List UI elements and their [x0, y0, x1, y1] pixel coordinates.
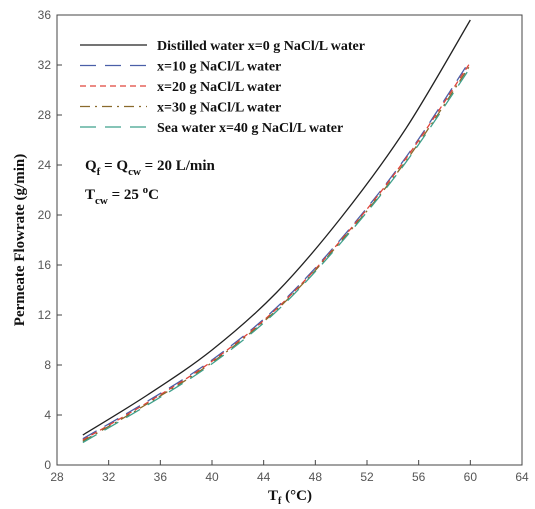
y-tick-label: 12 [38, 308, 52, 322]
x-tick-label: 36 [154, 470, 168, 484]
y-tick-label: 4 [44, 408, 51, 422]
x-tick-label: 64 [515, 470, 529, 484]
legend-label-4: Sea water x=40 g NaCl/L water [157, 121, 343, 136]
x-tick-label: 32 [102, 470, 116, 484]
series-line-4 [82, 67, 471, 444]
x-tick-label: 56 [412, 470, 426, 484]
series-layer [82, 19, 471, 444]
y-tick-label: 24 [38, 158, 52, 172]
y-tick-label: 8 [44, 358, 51, 372]
x-tick-label: 48 [309, 470, 323, 484]
y-tick-label: 20 [38, 208, 52, 222]
series-line-0 [82, 19, 471, 436]
x-tick-label: 60 [464, 470, 478, 484]
x-tick-label: 40 [205, 470, 219, 484]
series-line-1 [82, 59, 471, 440]
series-line-3 [82, 64, 471, 442]
y-tick-label: 32 [38, 58, 52, 72]
y-tick-label: 0 [44, 458, 51, 472]
x-tick-label: 44 [257, 470, 271, 484]
y-axis-ticks: 0 4 8 12 16 20 24 28 32 36 [38, 8, 62, 472]
legend-label-1: x=10 g NaCl/L water [157, 60, 281, 75]
y-tick-label: 28 [38, 108, 52, 122]
series-line-2 [82, 62, 471, 441]
legend-label-3: x=30 g NaCl/L water [157, 101, 281, 116]
temperature-annotation: Tcw = 25 oC [85, 184, 159, 207]
y-tick-label: 36 [38, 8, 52, 22]
x-axis-ticks: 28 32 36 40 44 48 52 56 60 64 [50, 460, 529, 484]
legend-label-0: Distilled water x=0 g NaCl/L water [157, 39, 365, 54]
x-tick-label: 28 [50, 470, 64, 484]
plot-frame [56, 14, 523, 466]
x-tick-label: 52 [360, 470, 374, 484]
legend: Distilled water x=0 g NaCl/L water x=10 g… [80, 39, 365, 136]
legend-label-2: x=20 g NaCl/L water [157, 80, 281, 95]
y-tick-label: 16 [38, 258, 52, 272]
flow-annotation: Qf = Qcw = 20 L/min [85, 158, 216, 178]
x-axis-label: Tf (°C) [268, 488, 312, 507]
y-axis-label: Permeate Flowrate (g/min) [12, 154, 28, 326]
